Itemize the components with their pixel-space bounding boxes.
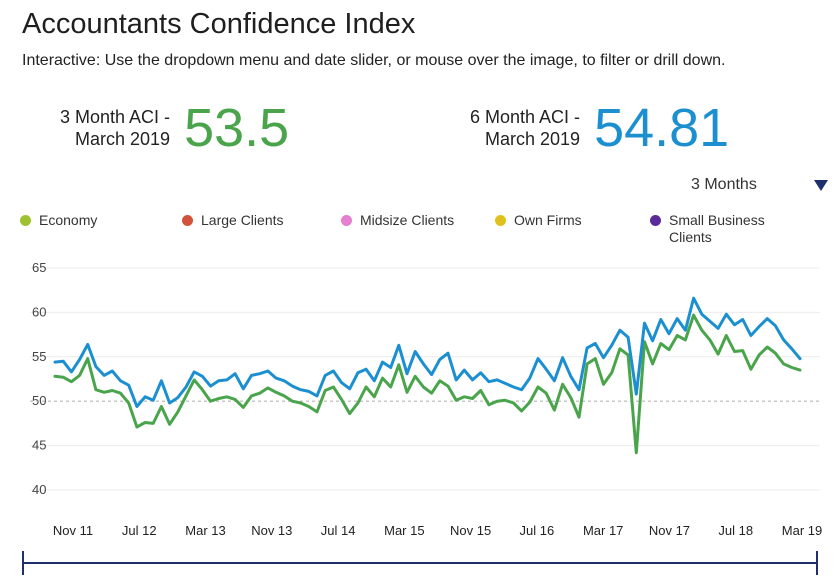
- legend-dot-own-firms: [495, 215, 506, 226]
- legend-label-economy: Economy: [39, 212, 98, 228]
- date-slider-handle-end[interactable]: [816, 551, 818, 575]
- kpi-6-month-label-line1: 6 Month ACI -: [470, 107, 581, 127]
- page-title: Accountants Confidence Index: [22, 8, 416, 40]
- x-tick-label: Mar 17: [583, 523, 623, 538]
- page-subtitle: Interactive: Use the dropdown menu and d…: [22, 52, 726, 69]
- chevron-down-icon[interactable]: [814, 180, 828, 191]
- range-dropdown-value: 3 Months: [691, 176, 757, 193]
- legend-dot-economy: [20, 215, 31, 226]
- legend-label-small-business-line2: Clients: [669, 229, 712, 245]
- x-tick-label: Nov 11: [53, 523, 93, 538]
- y-tick-label: 55: [32, 349, 46, 364]
- kpi-3-month-label-line1: 3 Month ACI -: [60, 107, 171, 127]
- legend-item-economy[interactable]: Economy: [20, 212, 97, 229]
- x-tick-label: Mar 19: [782, 523, 822, 538]
- legend-item-own-firms[interactable]: Own Firms: [495, 212, 582, 229]
- legend-label-small-business-clients: Small Business Clients: [669, 212, 765, 246]
- series-line-6-month: [53, 296, 802, 408]
- chart-legend: Economy Large Clients Midsize Clients Ow…: [20, 212, 830, 252]
- y-tick-label: 45: [32, 438, 46, 453]
- legend-dot-large-clients: [182, 215, 193, 226]
- x-tick-label: Mar 13: [185, 523, 225, 538]
- x-tick-label: Jul 12: [122, 523, 157, 538]
- legend-item-small-business-clients[interactable]: Small Business Clients: [650, 212, 765, 246]
- kpi-3-month: 3 Month ACI - March 2019 53.5: [60, 98, 289, 158]
- legend-item-midsize-clients[interactable]: Midsize Clients: [341, 212, 454, 229]
- range-dropdown[interactable]: 3 Months: [688, 176, 833, 198]
- legend-label-small-business-line1: Small Business: [669, 212, 765, 228]
- date-slider-handle-start[interactable]: [22, 551, 24, 575]
- series-line-3-month: [53, 313, 802, 455]
- y-tick-label: 60: [32, 304, 46, 319]
- kpi-6-month-value: 54.81: [594, 98, 730, 158]
- legend-dot-midsize-clients: [341, 215, 352, 226]
- kpi-6-month-label-line2: March 2019: [485, 129, 581, 149]
- y-tick-label: 65: [32, 260, 46, 275]
- legend-label-large-clients: Large Clients: [201, 212, 284, 228]
- kpi-3-month-label-line2: March 2019: [75, 129, 171, 149]
- kpi-6-month-label: 6 Month ACI - March 2019: [470, 106, 580, 150]
- date-slider-track[interactable]: [22, 562, 818, 564]
- kpi-6-month: 6 Month ACI - March 2019 54.81: [470, 98, 729, 158]
- y-tick-label: 40: [32, 482, 46, 497]
- x-tick-label: Nov 13: [251, 523, 292, 538]
- legend-dot-small-business-clients: [650, 215, 661, 226]
- x-tick-label: Jul 16: [520, 523, 555, 538]
- x-tick-label: Nov 17: [649, 523, 690, 538]
- legend-item-large-clients[interactable]: Large Clients: [182, 212, 284, 229]
- kpi-3-month-value: 53.5: [184, 98, 290, 158]
- x-tick-label: Mar 15: [384, 523, 424, 538]
- kpi-3-month-label: 3 Month ACI - March 2019: [60, 106, 170, 150]
- y-tick-label: 50: [32, 393, 46, 408]
- legend-label-midsize-clients: Midsize Clients: [360, 212, 455, 228]
- legend-label-own-firms: Own Firms: [514, 212, 582, 228]
- x-tick-label: Jul 14: [321, 523, 356, 538]
- x-tick-label: Nov 15: [450, 523, 491, 538]
- x-tick-label: Jul 18: [718, 523, 753, 538]
- line-chart[interactable]: 40 45 50 55 60 65 Nov 11 Jul 12 Mar 13 Nov 13 Jul …: [0, 250, 840, 550]
